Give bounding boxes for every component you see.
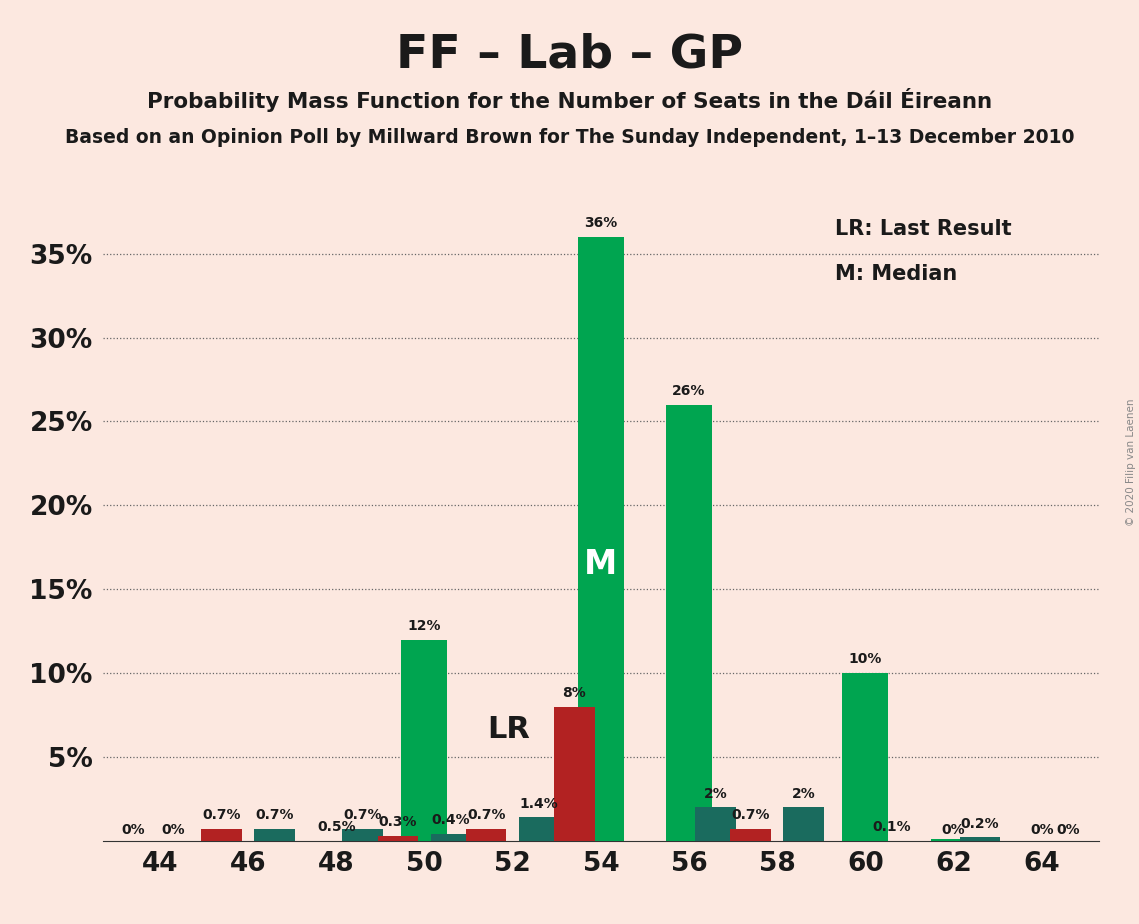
Text: Probability Mass Function for the Number of Seats in the Dáil Éireann: Probability Mass Function for the Number… xyxy=(147,88,992,112)
Text: LR: LR xyxy=(486,714,530,744)
Bar xyxy=(431,834,472,841)
Bar xyxy=(695,808,736,841)
Text: 0.2%: 0.2% xyxy=(961,817,999,831)
Bar xyxy=(378,836,418,841)
Text: 0.3%: 0.3% xyxy=(379,815,417,829)
Text: 10%: 10% xyxy=(849,652,882,666)
Text: 1.4%: 1.4% xyxy=(519,796,558,810)
Bar xyxy=(784,808,823,841)
Text: 0%: 0% xyxy=(162,822,185,836)
Text: © 2020 Filip van Laenen: © 2020 Filip van Laenen xyxy=(1126,398,1136,526)
Text: 2%: 2% xyxy=(704,786,728,800)
Bar xyxy=(931,839,976,841)
Bar xyxy=(466,829,507,841)
Bar xyxy=(577,237,624,841)
Text: FF – Lab – GP: FF – Lab – GP xyxy=(396,32,743,78)
Bar xyxy=(402,639,448,841)
Bar xyxy=(202,829,241,841)
Text: 2%: 2% xyxy=(792,786,816,800)
Text: M: Median: M: Median xyxy=(835,264,957,284)
Bar xyxy=(518,818,559,841)
Text: 0%: 0% xyxy=(1057,822,1080,836)
Text: 8%: 8% xyxy=(563,686,587,699)
Bar xyxy=(843,673,888,841)
Bar xyxy=(960,837,1000,841)
Text: 0.7%: 0.7% xyxy=(255,808,294,822)
Text: 0.7%: 0.7% xyxy=(731,808,770,822)
Bar xyxy=(343,829,383,841)
Text: 0.1%: 0.1% xyxy=(872,821,911,834)
Text: 12%: 12% xyxy=(408,619,441,633)
Text: 0.7%: 0.7% xyxy=(344,808,382,822)
Text: 0.5%: 0.5% xyxy=(317,821,355,834)
Bar xyxy=(254,829,295,841)
Text: 26%: 26% xyxy=(672,383,706,398)
Text: LR: Last Result: LR: Last Result xyxy=(835,219,1011,239)
Text: 0%: 0% xyxy=(122,822,145,836)
Bar xyxy=(554,707,595,841)
Bar xyxy=(666,405,712,841)
Text: 0.7%: 0.7% xyxy=(467,808,506,822)
Text: 36%: 36% xyxy=(584,216,617,230)
Text: 0.4%: 0.4% xyxy=(432,813,470,827)
Text: 0%: 0% xyxy=(942,822,966,836)
Text: 0.7%: 0.7% xyxy=(203,808,240,822)
Text: Based on an Opinion Poll by Millward Brown for The Sunday Independent, 1–13 Dece: Based on an Opinion Poll by Millward Bro… xyxy=(65,128,1074,147)
Bar xyxy=(730,829,771,841)
Text: M: M xyxy=(584,548,617,580)
Text: 0%: 0% xyxy=(1030,822,1054,836)
